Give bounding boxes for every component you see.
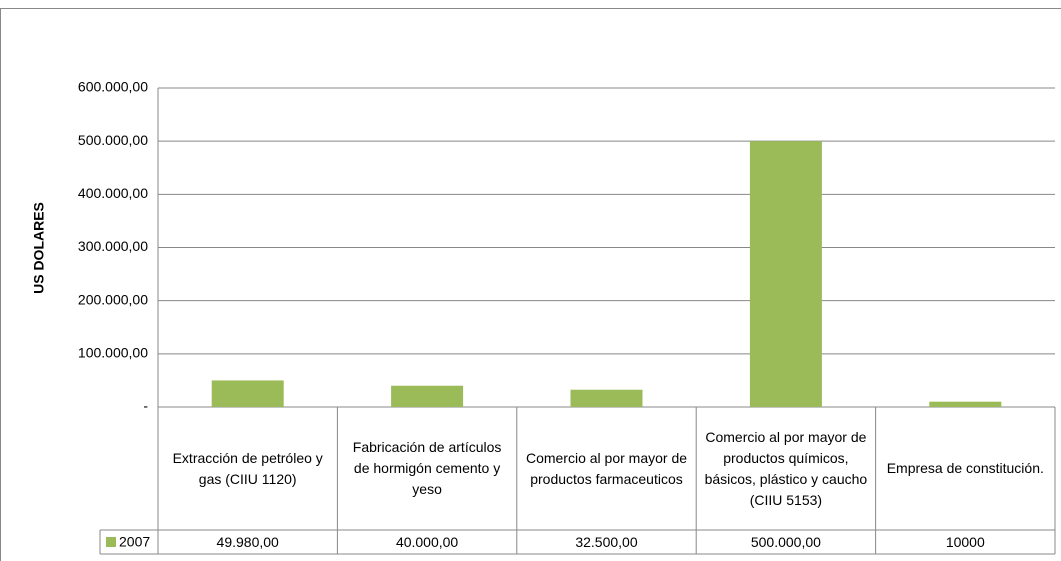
x-tick-label: Fabricación de artículos de hormigón cem… — [352, 439, 502, 497]
legend-label: 2007 — [119, 534, 150, 550]
y-tick-label: 200.000,00 — [78, 291, 148, 307]
bar — [211, 380, 284, 407]
y-tick-label: 600.000,00 — [78, 79, 148, 95]
bar — [391, 385, 464, 407]
x-tick-label: Comercio al por mayor de productos farma… — [525, 449, 688, 487]
x-tick-label: Extracción de petróleo y gas (CIIU 1120) — [172, 449, 323, 487]
y-tick-label: 400.000,00 — [78, 185, 148, 201]
y-axis-label: US DOLARES — [31, 202, 47, 294]
bar — [570, 389, 643, 407]
legend-key — [106, 537, 116, 547]
y-tick-label: - — [143, 398, 148, 414]
y-tick-label: 300.000,00 — [78, 238, 148, 254]
data-table-value: 49.980,00 — [216, 533, 279, 550]
chart-frame — [0, 8, 1061, 561]
x-tick-label: Comercio al por mayor de productos quími… — [704, 428, 868, 508]
data-table-value: 10000 — [945, 533, 985, 550]
data-table-value: 40.000,00 — [395, 533, 459, 550]
y-tick-label: 500.000,00 — [78, 132, 148, 148]
data-table-value: 32.500,00 — [575, 533, 638, 550]
data-table-value: 500.000,00 — [750, 533, 821, 550]
y-tick-label: 100.000,00 — [78, 345, 148, 361]
bar — [749, 141, 822, 407]
bar — [929, 401, 1002, 407]
x-tick-label: Empresa de constitución. — [886, 460, 1044, 476]
